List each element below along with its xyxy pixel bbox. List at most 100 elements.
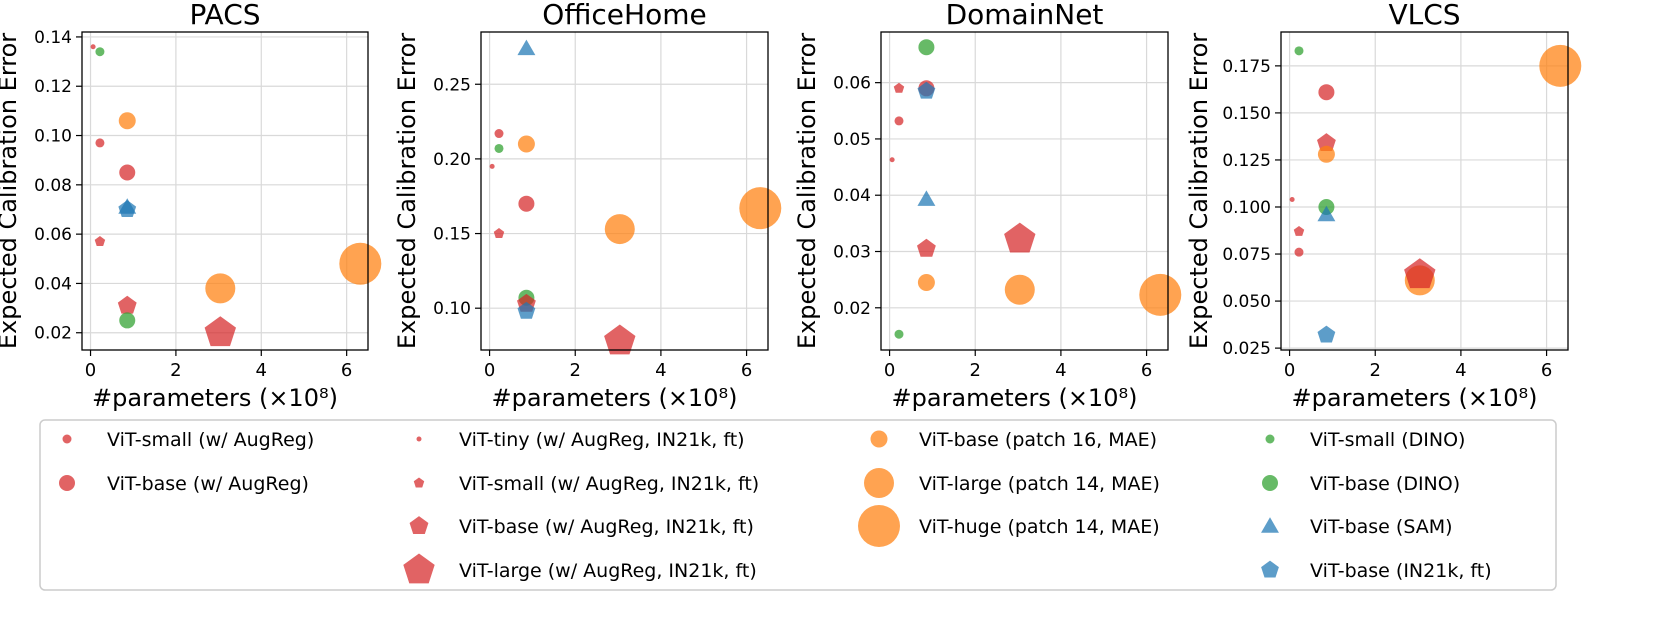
y-tick-label: 0.20 xyxy=(433,150,471,170)
legend-entry-vit_base_in21k: ViT-base (w/ AugReg, IN21k, ft) xyxy=(409,516,754,538)
y-tick-label: 0.175 xyxy=(1222,57,1271,77)
point-vit_small_in21k xyxy=(493,228,505,238)
y-tick-label: 0.02 xyxy=(34,324,72,344)
legend-label: ViT-base (DINO) xyxy=(1310,473,1460,495)
point-vit_small_in21k xyxy=(893,82,905,93)
y-tick-label: 0.06 xyxy=(34,225,72,245)
point-vit_small_augreg xyxy=(1294,247,1304,257)
legend-label: ViT-small (w/ AugReg) xyxy=(107,429,314,451)
y-tick-label: 0.15 xyxy=(433,225,471,245)
plot-frame xyxy=(880,31,1169,351)
y-tick-label: 0.04 xyxy=(34,274,72,294)
point-vit_tiny_in21k xyxy=(889,157,895,163)
x-tick-label: 4 xyxy=(655,360,666,381)
y-axis-label: Expected Calibration Error xyxy=(0,33,22,349)
point-vit_small_dino xyxy=(494,143,504,153)
y-tick-label: 0.075 xyxy=(1222,245,1271,265)
point-vit_small_dino xyxy=(894,329,904,339)
point-vit_large_in21k xyxy=(604,324,636,355)
x-tick-label: 6 xyxy=(741,360,752,381)
y-tick-label: 0.10 xyxy=(433,299,471,319)
legend-label: ViT-small (w/ AugReg, IN21k, ft) xyxy=(459,473,759,495)
point-vit_base_augreg xyxy=(1318,84,1335,101)
point-vit_base_sam xyxy=(917,190,936,206)
y-tick-label: 0.050 xyxy=(1222,292,1271,312)
point-vit_tiny_in21k xyxy=(489,163,495,169)
x-tick-label: 0 xyxy=(1284,360,1295,381)
point-vit_huge_mae xyxy=(1139,273,1182,316)
x-tick-label: 2 xyxy=(1370,360,1381,381)
legend-marker-vit_base_sam xyxy=(1261,517,1279,533)
point-vit_huge_mae xyxy=(739,187,782,230)
legend-marker-vit_base_in21k_ft xyxy=(1261,560,1279,578)
legend-label: ViT-base (w/ AugReg, IN21k, ft) xyxy=(459,516,754,538)
legend-label: ViT-large (patch 14, MAE) xyxy=(919,473,1160,495)
point-vit_small_dino xyxy=(95,47,105,57)
point-vit_tiny_in21k xyxy=(1289,196,1295,202)
legend-entry-vit_large_mae: ViT-large (patch 14, MAE) xyxy=(864,468,1160,498)
x-axis-label: #parameters (×10⁸) xyxy=(1292,384,1538,412)
legend-marker-vit_tiny_in21k xyxy=(416,436,422,442)
legend-marker-vit_base_dino xyxy=(1262,475,1278,491)
legend-entry-vit_base_in21k_ft: ViT-base (IN21k, ft) xyxy=(1261,560,1492,582)
legend-entry-vit_base_augreg: ViT-base (w/ AugReg) xyxy=(59,473,309,495)
y-tick-label: 0.12 xyxy=(34,77,72,97)
plot-frame xyxy=(81,31,369,351)
plot-frame xyxy=(480,31,769,351)
plot-frame xyxy=(1280,31,1569,351)
x-tick-label: 4 xyxy=(1455,360,1466,381)
y-tick-label: 0.25 xyxy=(433,75,471,95)
point-vit_base_mae xyxy=(118,112,136,130)
legend-label: ViT-base (patch 16, MAE) xyxy=(919,429,1157,451)
y-tick-label: 0.025 xyxy=(1222,339,1271,359)
point-vit_large_in21k xyxy=(1404,258,1436,289)
legend-label: ViT-base (IN21k, ft) xyxy=(1310,560,1492,582)
y-tick-label: 0.03 xyxy=(833,243,871,263)
point-vit_small_augreg xyxy=(494,129,504,139)
x-tick-label: 6 xyxy=(1141,360,1152,381)
panel-vlcs: 0 2 4 6 0.025 0.050 0.075 0.100 0.125 0.150 0.175 V… xyxy=(1185,0,1582,412)
panel-domainnet: 0 2 4 6 0.02 0.03 0.04 0.05 0.06 DomainNet #parame… xyxy=(793,0,1182,412)
x-tick-label: 2 xyxy=(970,360,981,381)
legend-marker-vit_base_augreg xyxy=(59,475,75,491)
legend-label: ViT-base (SAM) xyxy=(1310,516,1453,538)
point-vit_base_in21k xyxy=(117,295,137,314)
legend-marker-vit_huge_mae xyxy=(858,505,900,547)
y-tick-label: 0.04 xyxy=(833,186,871,206)
point-vit_small_dino xyxy=(1294,46,1304,56)
legend-entry-vit_base_sam: ViT-base (SAM) xyxy=(1261,516,1453,538)
y-tick-label: 0.125 xyxy=(1222,151,1271,171)
legend-box xyxy=(39,419,1557,591)
legend-marker-vit_large_mae xyxy=(864,468,894,498)
legend-entry-vit_small_augreg: ViT-small (w/ AugReg) xyxy=(62,429,314,451)
legend-marker-vit_small_dino xyxy=(1265,434,1275,444)
point-vit_base_in21k_ft xyxy=(1317,325,1336,343)
legend-marker-vit_large_in21k xyxy=(403,553,435,584)
point-vit_base_dino xyxy=(119,312,136,329)
panel-title: PACS xyxy=(189,0,260,31)
panel-pacs: 0 2 4 6 0.02 0.04 0.06 0.08 0.10 0.12 0.14 PACS #par… xyxy=(0,0,382,412)
point-vit_base_mae xyxy=(517,135,535,153)
legend-marker-vit_small_augreg xyxy=(62,434,72,444)
legend-entry-vit_base_dino: ViT-base (DINO) xyxy=(1262,473,1460,495)
point-vit_large_in21k xyxy=(1004,222,1036,253)
point-vit_base_augreg xyxy=(518,195,535,212)
x-tick-label: 2 xyxy=(170,360,181,381)
legend-entry-vit_small_dino: ViT-small (DINO) xyxy=(1265,429,1465,451)
point-vit_base_sam xyxy=(1317,205,1336,222)
x-axis-label: #parameters (×10⁸) xyxy=(92,384,338,412)
x-tick-label: 4 xyxy=(1055,360,1066,381)
point-vit_small_augreg xyxy=(894,116,904,126)
legend-entry-vit_tiny_in21k: ViT-tiny (w/ AugReg, IN21k, ft) xyxy=(416,429,745,451)
y-tick-label: 0.05 xyxy=(833,130,871,150)
legend-label: ViT-huge (patch 14, MAE) xyxy=(919,516,1160,538)
point-vit_small_in21k xyxy=(94,236,106,246)
y-axis-label: Expected Calibration Error xyxy=(793,33,821,349)
panel-officehome: 0 2 4 6 0.10 0.15 0.20 0.25 OfficeHome #parameter… xyxy=(393,0,782,412)
point-vit_base_in21k_ft xyxy=(118,200,137,218)
legend-label: ViT-base (w/ AugReg) xyxy=(107,473,309,495)
x-tick-label: 0 xyxy=(85,360,96,381)
point-vit_huge_mae xyxy=(1539,44,1582,87)
point-vit_large_in21k xyxy=(204,316,236,347)
